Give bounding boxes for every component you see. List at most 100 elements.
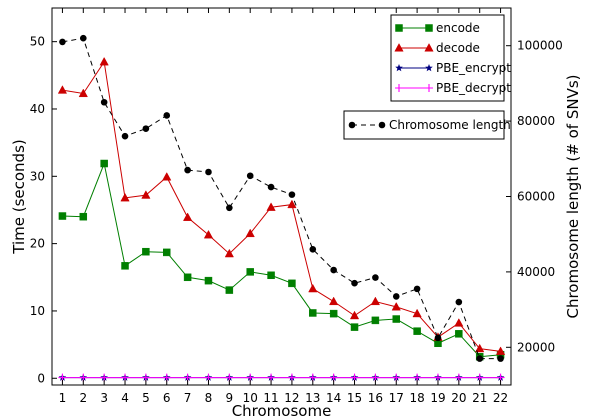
data-point-chromosome-length — [59, 38, 66, 46]
data-point-chromosome-length — [226, 204, 233, 212]
x-tick-label: 13 — [305, 391, 320, 405]
data-point-chromosome-length — [246, 172, 254, 180]
x-tick-label: 5 — [142, 391, 150, 405]
series-chromosome-length — [59, 34, 504, 362]
data-point-decode — [99, 56, 109, 66]
data-point-chromosome-length — [455, 298, 463, 306]
x-tick-label: 20 — [451, 391, 466, 405]
data-point-encode — [58, 212, 67, 220]
x-tick-label: 10 — [243, 391, 258, 405]
series-line-decode — [62, 60, 501, 352]
data-point-chromosome-length — [163, 112, 171, 119]
legend-marker-encode — [395, 24, 403, 32]
data-point-chromosome-length — [497, 355, 504, 362]
data-point-encode — [79, 212, 88, 221]
data-point-decode — [57, 85, 68, 94]
x-tick-label: 7 — [184, 391, 192, 405]
legend-marker-chromosome-length — [348, 121, 356, 129]
data-point-encode — [371, 316, 380, 325]
series-encode — [58, 159, 505, 361]
legend-label-encode: encode — [436, 21, 480, 35]
legend-marker-pbe-encrypt — [395, 64, 403, 72]
y2-tick-label: 20000 — [517, 340, 555, 354]
data-point-chromosome-length — [330, 266, 337, 274]
data-point-chromosome-length — [434, 334, 442, 342]
legend-marker-pbe-decrypt — [395, 84, 403, 92]
data-point-decode — [182, 212, 193, 221]
series-line-chromosome-length — [62, 37, 501, 360]
data-point-encode — [455, 330, 463, 338]
y2-axis-title: Chromosome length (# of SNVs) — [564, 74, 582, 318]
data-point-encode — [204, 276, 213, 285]
legend-marker-decode — [394, 43, 404, 52]
x-tick-label: 11 — [263, 391, 278, 405]
data-point-decode — [475, 343, 485, 353]
data-point-encode — [413, 327, 421, 335]
x-tick-label: 8 — [205, 391, 213, 405]
data-point-chromosome-length — [121, 132, 129, 140]
data-point-decode — [162, 172, 172, 181]
series-line-encode — [62, 161, 501, 358]
chart-marks — [57, 34, 506, 382]
chart-axes: 1 2 3 4 5 6 7 8 9 10 11 12 13 14 15 16 17 18 19 20 21 2201020… — [30, 8, 563, 405]
data-point-decode — [329, 296, 339, 306]
data-point-chromosome-length — [288, 191, 296, 198]
data-point-chromosome-length — [267, 183, 275, 191]
data-point-decode — [391, 301, 401, 311]
x-tick-label: 17 — [389, 391, 404, 405]
y2-tick-label: 80000 — [517, 114, 555, 128]
y2-tick-label: 60000 — [517, 190, 555, 204]
x-tick-label: 6 — [163, 391, 171, 405]
data-point-decode — [203, 229, 214, 239]
data-point-decode — [120, 192, 130, 202]
legend-marker-encode — [425, 24, 433, 32]
data-point-decode — [245, 228, 255, 238]
legend-label-decode: decode — [436, 41, 480, 55]
data-point-decode — [495, 346, 506, 355]
data-point-encode — [288, 279, 296, 288]
data-point-chromosome-length — [392, 293, 400, 300]
data-point-decode — [308, 283, 318, 293]
x-tick-label: 22 — [493, 391, 508, 405]
x-tick-label: 21 — [472, 391, 487, 405]
y-tick-label: 10 — [30, 304, 45, 318]
data-point-encode — [225, 286, 234, 294]
x-tick-label: 4 — [121, 391, 129, 405]
data-point-encode — [183, 273, 192, 282]
y2-tick-label: 40000 — [517, 265, 555, 279]
series-pbe-decrypt — [58, 373, 505, 382]
legend-label-pbe-encrypt: PBE_encrypt — [436, 61, 511, 75]
legend-marker-pbe-decrypt — [425, 84, 433, 92]
x-tick-label: 16 — [368, 391, 383, 405]
data-point-decode — [224, 248, 234, 258]
data-point-chromosome-length — [142, 125, 150, 132]
legend-marker-chromosome-length — [378, 121, 386, 129]
x-tick-label: 19 — [430, 391, 445, 405]
x-axis-title: Chromosome — [232, 402, 332, 420]
data-point-decode — [141, 190, 151, 199]
y-tick-label: 20 — [30, 237, 45, 251]
data-point-encode — [329, 309, 338, 318]
data-point-decode — [78, 88, 88, 98]
y-tick-label: 40 — [30, 102, 45, 116]
data-point-chromosome-length — [476, 355, 484, 362]
data-point-chromosome-length — [413, 285, 421, 293]
legend-secondary: Chromosome length — [343, 110, 511, 140]
y-tick-label: 50 — [30, 35, 45, 49]
data-point-chromosome-length — [372, 274, 379, 281]
data-point-chromosome-length — [79, 34, 87, 42]
x-tick-label: 9 — [226, 391, 234, 405]
data-point-chromosome-length — [100, 98, 108, 106]
data-point-decode — [287, 199, 297, 209]
data-point-decode — [349, 310, 360, 320]
legend-label-chromosome-length: Chromosome length — [389, 118, 511, 132]
legend-marker-decode — [424, 43, 434, 52]
x-tick-label: 12 — [284, 391, 299, 405]
legend-label-pbe-decrypt: PBE_decrypt — [436, 81, 511, 95]
data-point-encode — [163, 248, 171, 257]
x-tick-label: 18 — [409, 391, 424, 405]
data-point-encode — [142, 247, 150, 256]
x-tick-label: 1 — [59, 391, 67, 405]
data-point-decode — [266, 202, 276, 211]
